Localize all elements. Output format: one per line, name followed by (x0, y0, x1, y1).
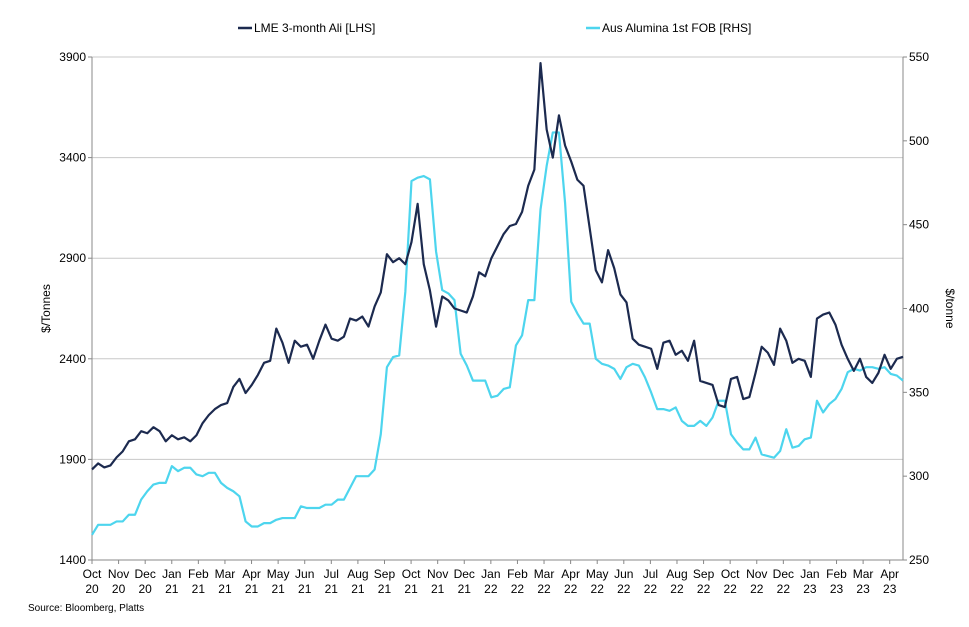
x-tick-label-year: 22 (617, 582, 631, 596)
x-tick-label-year: 22 (484, 582, 498, 596)
x-tick-label-year: 21 (271, 582, 285, 596)
x-tick-label-year: 21 (218, 582, 232, 596)
x-tick-label-year: 20 (85, 582, 99, 596)
x-tick-label-month: Jun (614, 567, 633, 581)
left-tick-label: 1900 (59, 452, 86, 466)
x-tick-label-month: Apr (880, 567, 899, 581)
x-tick-label-year: 21 (325, 582, 339, 596)
right-tick-label: 350 (909, 385, 929, 399)
x-tick-label-year: 23 (830, 582, 844, 596)
x-tick-label-year: 22 (591, 582, 605, 596)
series-layer (91, 61, 904, 536)
left-tick-label: 3900 (59, 50, 86, 64)
legend-label-alumina: Aus Alumina 1st FOB [RHS] (602, 21, 751, 35)
x-tick-label-month: May (267, 567, 290, 581)
axes (91, 57, 904, 561)
x-tick-label-month: Apr (242, 567, 261, 581)
x-tick-label-month: Jul (324, 567, 339, 581)
x-tick-label-year: 22 (644, 582, 658, 596)
x-tick-label-month: Jun (295, 567, 314, 581)
x-tick-label-year: 21 (245, 582, 259, 596)
x-tick-label-month: Feb (507, 567, 528, 581)
x-tick-label-month: Aug (666, 567, 687, 581)
x-tick-label-month: Oct (402, 567, 421, 581)
right-tick-label: 400 (909, 302, 929, 316)
x-tick-label-month: May (586, 567, 609, 581)
x-tick-label-year: 22 (511, 582, 525, 596)
left-tick-label: 3400 (59, 151, 86, 165)
right-tick-label: 500 (909, 134, 929, 148)
x-tick-label-year: 22 (723, 582, 737, 596)
right-tick-label: 250 (909, 553, 929, 567)
x-tick-label-year: 22 (750, 582, 764, 596)
x-tick-label-year: 21 (351, 582, 365, 596)
x-tick-label-month: Nov (427, 567, 448, 581)
x-tick-label-month: Oct (83, 567, 102, 581)
x-tick-label-year: 22 (537, 582, 551, 596)
x-tick-label-year: 21 (378, 582, 392, 596)
x-tick-label-month: Mar (853, 567, 874, 581)
legend-label-lme: LME 3-month Ali [LHS] (254, 21, 375, 35)
x-tick-label-month: Aug (347, 567, 368, 581)
x-tick-label-year: 23 (856, 582, 870, 596)
x-tick-label-month: Feb (826, 567, 847, 581)
x-tick-label-month: Apr (561, 567, 580, 581)
right-axis-ticks: 250 300 350 400 450 500 550 (903, 50, 929, 567)
x-tick-label-month: Jan (800, 567, 819, 581)
gridlines (92, 56, 903, 460)
x-tick-label-year: 20 (112, 582, 126, 596)
x-tick-label-month: Nov (746, 567, 767, 581)
right-tick-label: 300 (909, 469, 929, 483)
x-tick-label-year: 22 (670, 582, 684, 596)
right-tick-label: 550 (909, 50, 929, 64)
x-tick-label-month: Mar (215, 567, 236, 581)
series-line-lme (91, 61, 904, 471)
x-tick-label-year: 21 (458, 582, 472, 596)
x-tick-label-month: Dec (135, 567, 156, 581)
x-tick-label-year: 21 (165, 582, 179, 596)
x-tick-label-month: Dec (454, 567, 475, 581)
x-axis-ticks: Oct20Nov20Dec20Jan21Feb21Mar21Apr21May21… (83, 560, 899, 596)
x-tick-label-month: Mar (534, 567, 555, 581)
right-axis-title: $/tonne (943, 288, 957, 328)
x-tick-label-month: Oct (721, 567, 740, 581)
left-axis-ticks: 1400 1900 2400 2900 3400 3900 (59, 50, 92, 567)
x-tick-label-year: 22 (777, 582, 791, 596)
left-tick-label: 2400 (59, 352, 86, 366)
x-tick-label-month: Dec (773, 567, 794, 581)
x-tick-label-month: Jul (643, 567, 658, 581)
x-tick-label-year: 21 (298, 582, 312, 596)
series-line-alumina (91, 131, 904, 536)
x-tick-label-year: 23 (803, 582, 817, 596)
left-axis-title: $/Tonnes (39, 284, 53, 333)
right-tick-label: 450 (909, 218, 929, 232)
left-tick-label: 1400 (59, 553, 86, 567)
x-tick-label-month: Sep (374, 567, 396, 581)
x-tick-label-month: Feb (188, 567, 209, 581)
x-tick-label-year: 21 (431, 582, 445, 596)
legend: LME 3-month Ali [LHS] Aus Alumina 1st FO… (238, 21, 751, 35)
x-tick-label-month: Nov (108, 567, 129, 581)
x-tick-label-month: Jan (162, 567, 181, 581)
x-tick-label-month: Sep (693, 567, 715, 581)
x-tick-label-month: Jan (481, 567, 500, 581)
x-tick-label-year: 22 (697, 582, 711, 596)
x-tick-label-year: 22 (564, 582, 578, 596)
x-tick-label-year: 20 (139, 582, 153, 596)
source-note: Source: Bloomberg, Platts (28, 603, 145, 614)
x-tick-label-year: 21 (404, 582, 418, 596)
x-tick-label-year: 23 (883, 582, 897, 596)
x-tick-label-year: 21 (192, 582, 206, 596)
left-tick-label: 2900 (59, 251, 86, 265)
